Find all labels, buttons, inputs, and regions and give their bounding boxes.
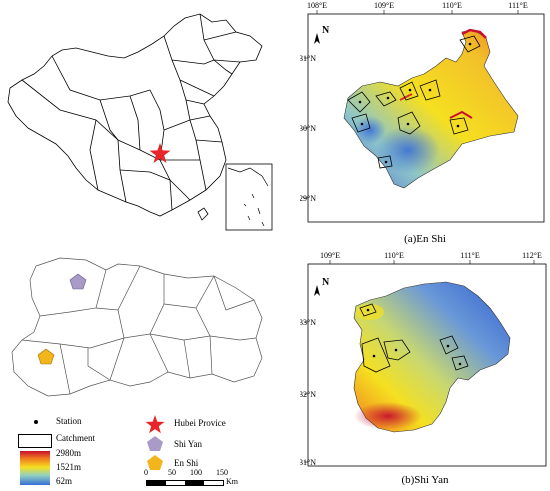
shiyan-terrain <box>353 281 511 433</box>
legend-star-icon <box>145 415 165 434</box>
shiyan-lon-tick-3: 112°E <box>522 251 542 260</box>
shiyan-marker <box>69 273 87 290</box>
enshi-lat-tick-2: 29°N <box>300 194 316 203</box>
shiyan-caption: (b)Shi Yan <box>401 474 449 486</box>
legend-station: Station <box>56 416 82 426</box>
enshi-terrain <box>343 28 519 189</box>
scale-bar: 0 50 100 150 Km <box>144 468 296 488</box>
scale-tick-100: 100 <box>190 468 202 477</box>
enshi-lon-tick-2: 110°E <box>442 1 462 10</box>
legend-shiyan: Shi Yan <box>174 439 203 449</box>
shiyan-lat-tick-0: 33°N <box>300 318 316 327</box>
enshi-marker <box>37 348 55 365</box>
enshi-lat-tick-0: 31°N <box>300 54 316 63</box>
scale-unit: Km <box>226 477 238 486</box>
hubei-map <box>0 248 280 408</box>
enshi-map: 108°E 109°E 110°E 111°E 31°N 30°N 29°N N <box>300 0 550 230</box>
legend-shiyan-icon <box>147 436 163 451</box>
shiyan-lon-tick-0: 109°E <box>320 251 340 260</box>
legend-elev-high: 2980m <box>56 448 82 458</box>
svg-text:N: N <box>322 25 330 36</box>
scale-tick-0: 0 <box>144 468 148 477</box>
legend-catchment: Catchment <box>56 433 95 443</box>
shiyan-lon-tick-1: 110°E <box>384 251 404 260</box>
scale-tick-150: 150 <box>216 468 228 477</box>
station-dot-icon <box>34 420 38 424</box>
enshi-caption: (a)En Shi <box>404 233 446 245</box>
enshi-lon-tick-3: 111°E <box>508 1 528 10</box>
shiyan-north-arrow: N <box>314 277 330 296</box>
legend-symbols <box>145 415 165 470</box>
legend-hubei: Hubei Provice <box>174 418 226 428</box>
shiyan-lat-tick-2: 31°N <box>300 458 316 467</box>
shiyan-lat-tick-1: 32°N <box>300 390 316 399</box>
shiyan-lon-tick-2: 111°E <box>460 251 480 260</box>
legend-enshi: En Shi <box>174 458 199 468</box>
legend-elev-mid: 1521m <box>56 462 82 472</box>
elevation-ramp <box>20 451 50 485</box>
china-map <box>0 0 280 240</box>
scale-tick-50: 50 <box>168 468 176 477</box>
enshi-lat-tick-1: 30°N <box>300 124 316 133</box>
enshi-lon-tick-1: 109°E <box>374 1 394 10</box>
enshi-lon-tick-0: 108°E <box>307 1 327 10</box>
south-china-sea-inset <box>225 163 273 231</box>
enshi-north-arrow: N <box>314 25 330 44</box>
legend: Station Catchment 2980m 1521m 62m Hubei … <box>0 410 300 491</box>
china-outline <box>7 13 263 217</box>
shiyan-map: 109°E 110°E 111°E 112°E 33°N 32°N 31°N N <box>300 248 550 474</box>
svg-text:N: N <box>322 277 330 288</box>
catchment-box-icon <box>18 434 52 448</box>
legend-enshi-icon <box>147 455 163 470</box>
hubei-star-marker <box>149 143 171 163</box>
hubei-outline <box>11 257 263 397</box>
legend-elev-low: 62m <box>56 476 73 486</box>
